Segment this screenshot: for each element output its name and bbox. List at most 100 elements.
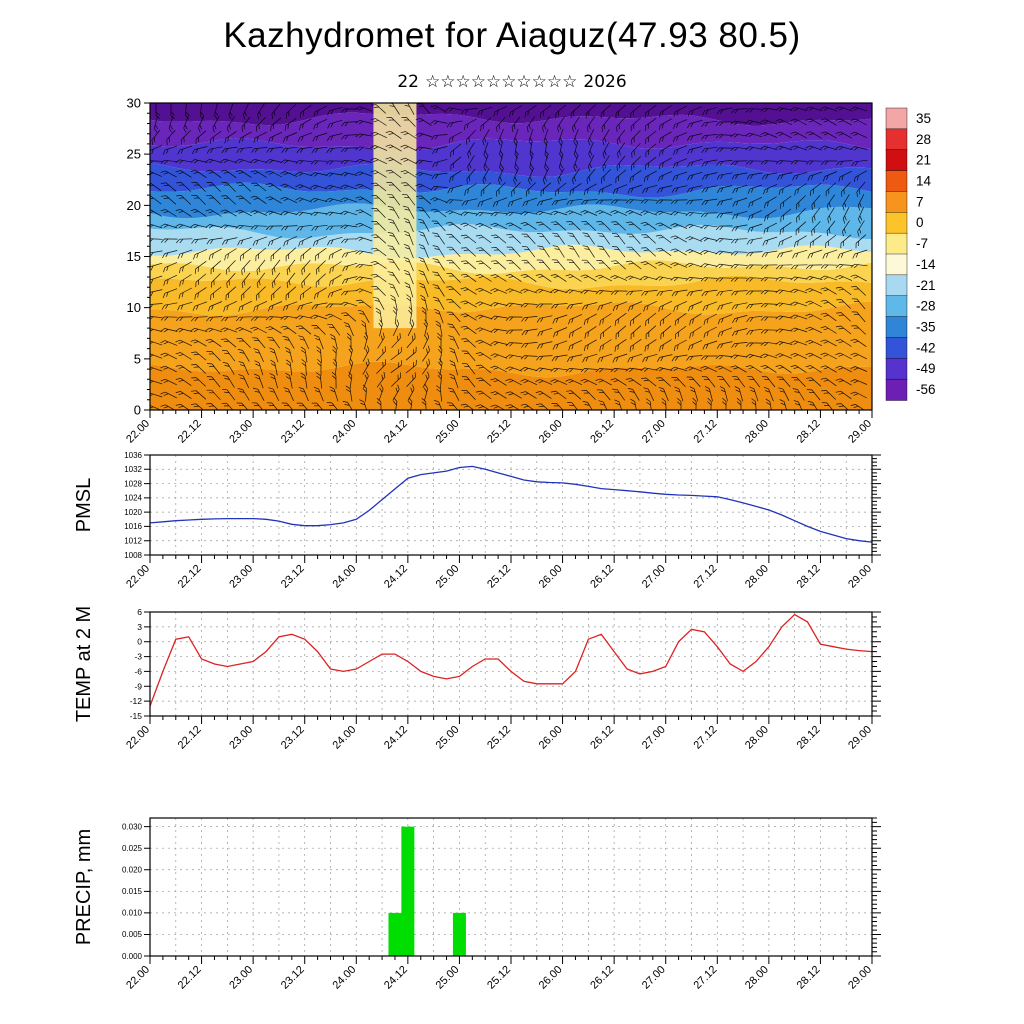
svg-text:24.00: 24.00 bbox=[330, 563, 358, 591]
svg-text:27.00: 27.00 bbox=[640, 418, 668, 446]
svg-text:29.00: 29.00 bbox=[846, 964, 874, 992]
svg-text:0: 0 bbox=[134, 403, 141, 418]
svg-text:22.12: 22.12 bbox=[176, 724, 204, 752]
svg-text:3: 3 bbox=[137, 622, 142, 632]
svg-text:0.015: 0.015 bbox=[122, 887, 143, 896]
colorbar-segment bbox=[885, 191, 908, 213]
svg-text:26.00: 26.00 bbox=[537, 964, 565, 992]
svg-text:25.00: 25.00 bbox=[434, 563, 462, 591]
svg-text:-56: -56 bbox=[916, 382, 936, 397]
svg-text:1032: 1032 bbox=[124, 465, 142, 474]
svg-text:28.00: 28.00 bbox=[743, 563, 771, 591]
subtitle-year: 2026 bbox=[583, 72, 627, 92]
svg-text:35: 35 bbox=[916, 111, 931, 126]
svg-text:-42: -42 bbox=[916, 340, 936, 355]
precip-bar bbox=[388, 912, 402, 956]
svg-text:27.00: 27.00 bbox=[640, 724, 668, 752]
svg-text:1024: 1024 bbox=[124, 494, 142, 503]
svg-text:23.12: 23.12 bbox=[279, 724, 307, 752]
svg-text:22.00: 22.00 bbox=[124, 563, 152, 591]
svg-text:23.00: 23.00 bbox=[227, 418, 255, 446]
svg-text:25.12: 25.12 bbox=[485, 724, 513, 752]
svg-text:23.00: 23.00 bbox=[227, 563, 255, 591]
svg-text:PMSL: PMSL bbox=[73, 478, 95, 532]
svg-text:10: 10 bbox=[127, 300, 141, 315]
svg-text:28.12: 28.12 bbox=[795, 724, 823, 752]
pmsl-panel-line bbox=[150, 465, 872, 543]
svg-text:27.00: 27.00 bbox=[640, 563, 668, 591]
svg-text:29.00: 29.00 bbox=[846, 563, 874, 591]
svg-text:22.12: 22.12 bbox=[176, 418, 204, 446]
svg-text:1012: 1012 bbox=[124, 537, 142, 546]
svg-text:25.00: 25.00 bbox=[434, 418, 462, 446]
svg-text:1016: 1016 bbox=[124, 522, 142, 531]
svg-text:0: 0 bbox=[916, 215, 924, 230]
svg-text:28.00: 28.00 bbox=[743, 418, 771, 446]
svg-text:-15: -15 bbox=[130, 711, 143, 721]
svg-text:-49: -49 bbox=[916, 361, 936, 376]
temp-panel: 6 3 0 -3 -6 -9 -12 -15 22.00 22.12 23.00 23.12 24.00… bbox=[73, 606, 881, 752]
svg-text:22.12: 22.12 bbox=[176, 964, 204, 992]
svg-text:1036: 1036 bbox=[124, 451, 142, 460]
svg-text:26.12: 26.12 bbox=[588, 964, 616, 992]
svg-text:25.12: 25.12 bbox=[485, 418, 513, 446]
svg-text:22.00: 22.00 bbox=[124, 418, 152, 446]
svg-text:22.12: 22.12 bbox=[176, 563, 204, 591]
svg-text:-35: -35 bbox=[916, 320, 936, 335]
svg-text:26.12: 26.12 bbox=[588, 418, 616, 446]
svg-text:0: 0 bbox=[137, 637, 142, 647]
colorbar-segment bbox=[885, 149, 908, 172]
svg-text:23.12: 23.12 bbox=[279, 418, 307, 446]
svg-text:0.020: 0.020 bbox=[122, 866, 143, 875]
colorbar-segment bbox=[885, 170, 908, 193]
svg-text:-9: -9 bbox=[134, 681, 142, 691]
temp-panel-line bbox=[150, 613, 872, 707]
svg-text:24.12: 24.12 bbox=[382, 724, 410, 752]
svg-text:24.12: 24.12 bbox=[382, 964, 410, 992]
svg-text:25.12: 25.12 bbox=[485, 563, 513, 591]
svg-text:29.00: 29.00 bbox=[846, 724, 874, 752]
svg-text:27.12: 27.12 bbox=[691, 418, 719, 446]
cross-section-panel: 0 5 10 15 20 25 30 22.00 22.12 23.00 23.12 24.00 24.… bbox=[124, 96, 874, 446]
svg-text:0.010: 0.010 bbox=[122, 909, 143, 918]
svg-text:26.12: 26.12 bbox=[588, 724, 616, 752]
svg-text:TEMP at 2 M: TEMP at 2 M bbox=[73, 606, 95, 722]
colorbar-segment bbox=[885, 358, 908, 380]
svg-text:24.00: 24.00 bbox=[330, 964, 358, 992]
svg-text:30: 30 bbox=[127, 96, 141, 111]
svg-text:28: 28 bbox=[916, 132, 931, 147]
svg-text:23.12: 23.12 bbox=[279, 563, 307, 591]
svg-text:23.00: 23.00 bbox=[227, 724, 255, 752]
svg-text:21: 21 bbox=[916, 153, 931, 168]
svg-text:24.00: 24.00 bbox=[330, 724, 358, 752]
svg-text:28.12: 28.12 bbox=[795, 563, 823, 591]
svg-text:0.005: 0.005 bbox=[122, 930, 143, 939]
svg-text:28.12: 28.12 bbox=[795, 964, 823, 992]
svg-text:20: 20 bbox=[127, 198, 141, 213]
svg-text:23.12: 23.12 bbox=[279, 964, 307, 992]
svg-text:25.12: 25.12 bbox=[485, 964, 513, 992]
colorbar-segment bbox=[885, 212, 908, 234]
svg-text:6: 6 bbox=[137, 607, 142, 617]
svg-text:27.12: 27.12 bbox=[691, 724, 719, 752]
colorbar-segment bbox=[885, 295, 908, 318]
svg-text:1008: 1008 bbox=[124, 551, 142, 560]
colorbar-segment bbox=[885, 337, 908, 359]
page-subtitle: 22 ☆☆☆☆☆☆☆☆☆☆ 2026 bbox=[0, 72, 1024, 92]
svg-text:1028: 1028 bbox=[124, 479, 142, 488]
svg-text:24.12: 24.12 bbox=[382, 563, 410, 591]
precip-panel: 0.030 0.025 0.020 0.015 0.010 0.005 0.000 22.00… bbox=[73, 817, 881, 992]
svg-text:-12: -12 bbox=[130, 696, 143, 706]
svg-text:1020: 1020 bbox=[124, 508, 142, 517]
svg-text:26.00: 26.00 bbox=[537, 418, 565, 446]
svg-text:26.00: 26.00 bbox=[537, 724, 565, 752]
colorbar-segment bbox=[885, 253, 908, 276]
colorbar-segment bbox=[885, 107, 908, 130]
page-title: Kazhydromet for Aiaguz(47.93 80.5) bbox=[223, 16, 801, 55]
svg-text:-6: -6 bbox=[134, 666, 142, 676]
svg-text:27.00: 27.00 bbox=[640, 964, 668, 992]
colorbar-segment bbox=[885, 274, 908, 297]
subtitle-day: 22 bbox=[397, 72, 419, 92]
